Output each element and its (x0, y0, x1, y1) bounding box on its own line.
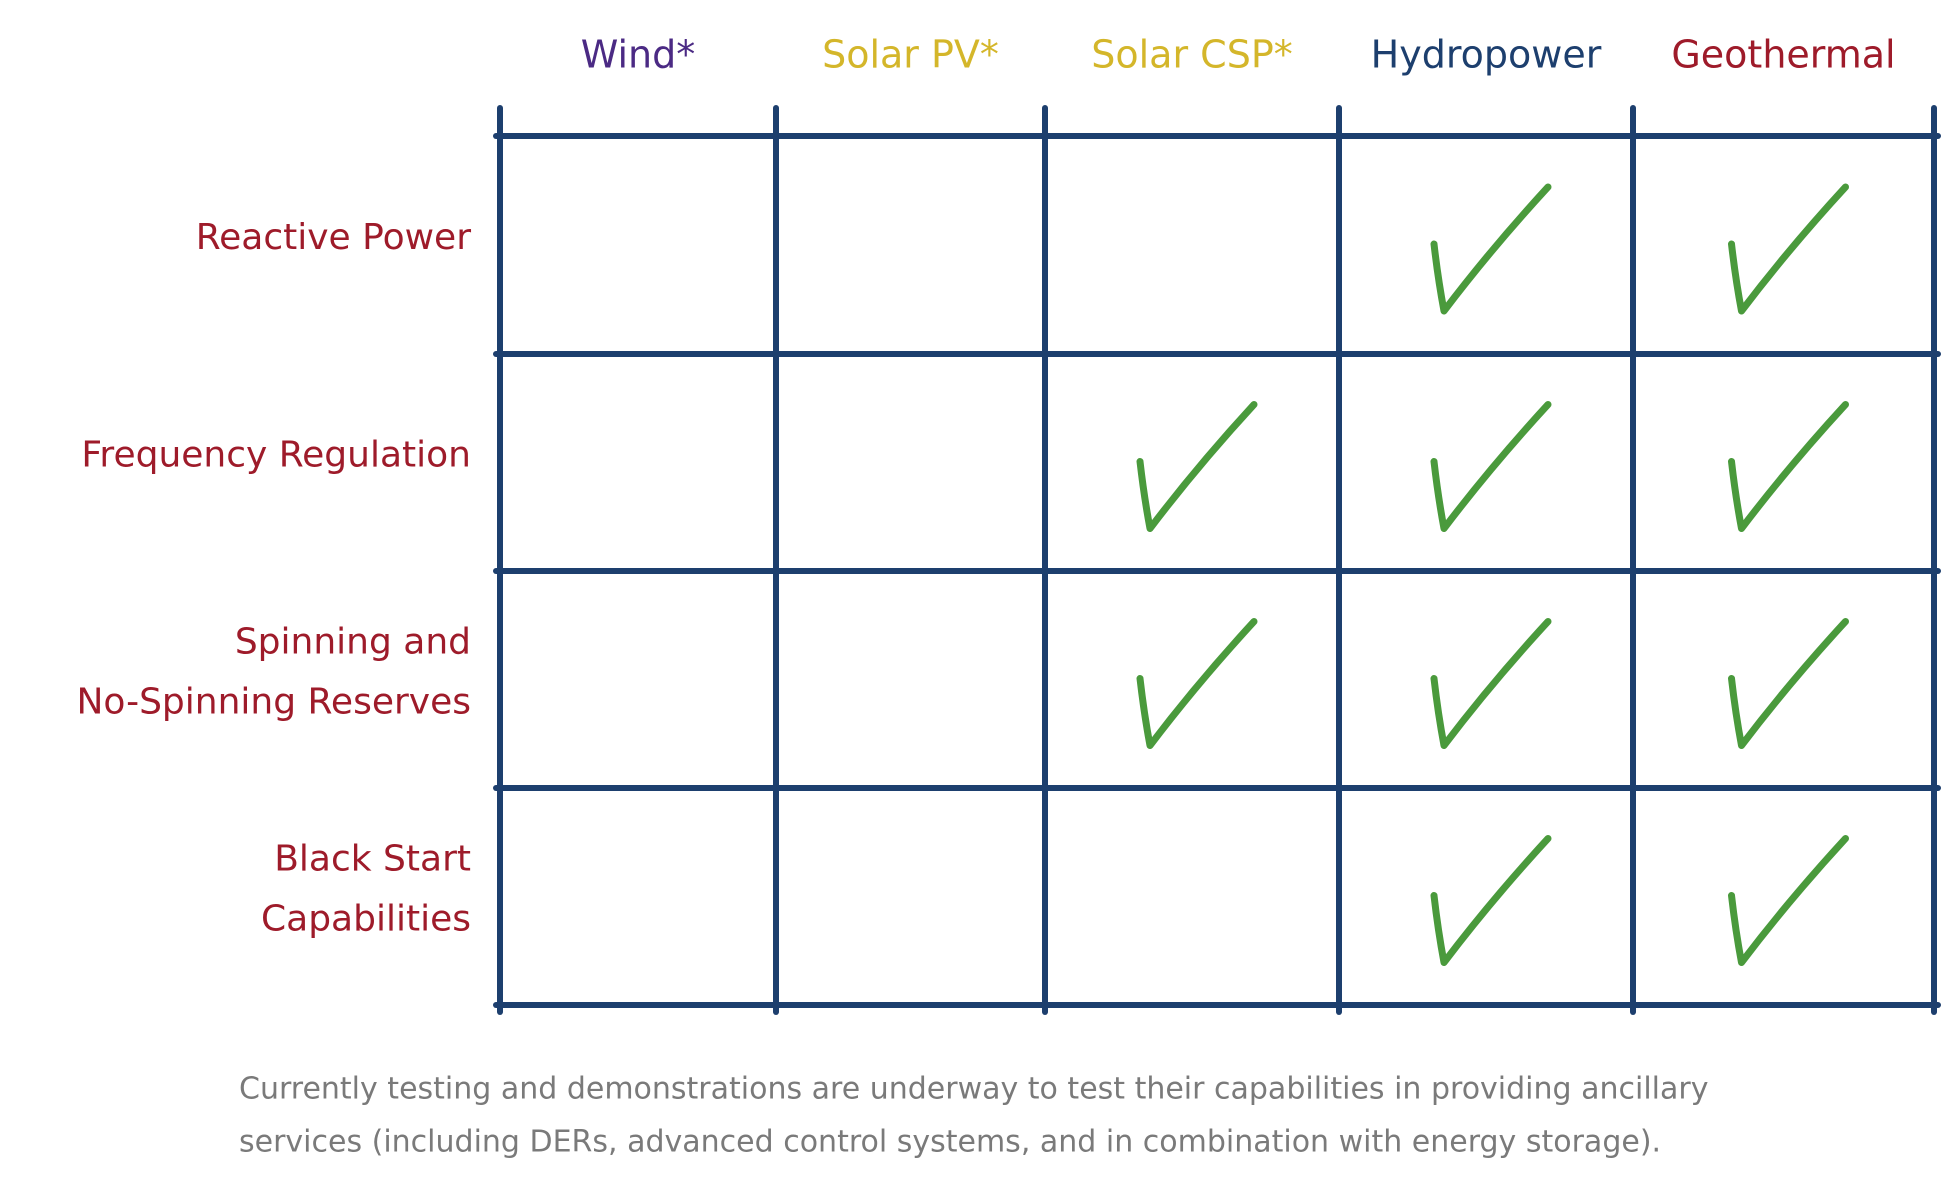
row-label: Spinning and (235, 622, 471, 663)
check-mark (1728, 401, 1849, 532)
check-mark (1728, 835, 1849, 966)
check-mark (1728, 183, 1849, 315)
check-mark (1430, 835, 1552, 966)
row-label: Reactive Power (196, 217, 471, 258)
row-label: Black Start (274, 839, 471, 880)
check-mark (1430, 401, 1552, 532)
column-header: Geothermal (1671, 33, 1895, 77)
column-header: Wind* (581, 33, 696, 77)
footnote: Currently testing and demonstrations are… (239, 1072, 1708, 1107)
column-header: Solar PV* (822, 33, 999, 77)
check-mark (1136, 618, 1258, 749)
check-mark (1430, 618, 1552, 749)
column-header: Solar CSP* (1091, 33, 1293, 77)
check-mark (1728, 618, 1849, 749)
row-label: No-Spinning Reserves (76, 682, 471, 723)
footnote: services (including DERs, advanced contr… (239, 1125, 1661, 1160)
column-header: Hydropower (1371, 33, 1602, 77)
check-mark (1430, 183, 1552, 315)
check-mark (1136, 401, 1258, 532)
row-label: Capabilities (261, 899, 471, 940)
row-label: Frequency Regulation (81, 435, 471, 476)
